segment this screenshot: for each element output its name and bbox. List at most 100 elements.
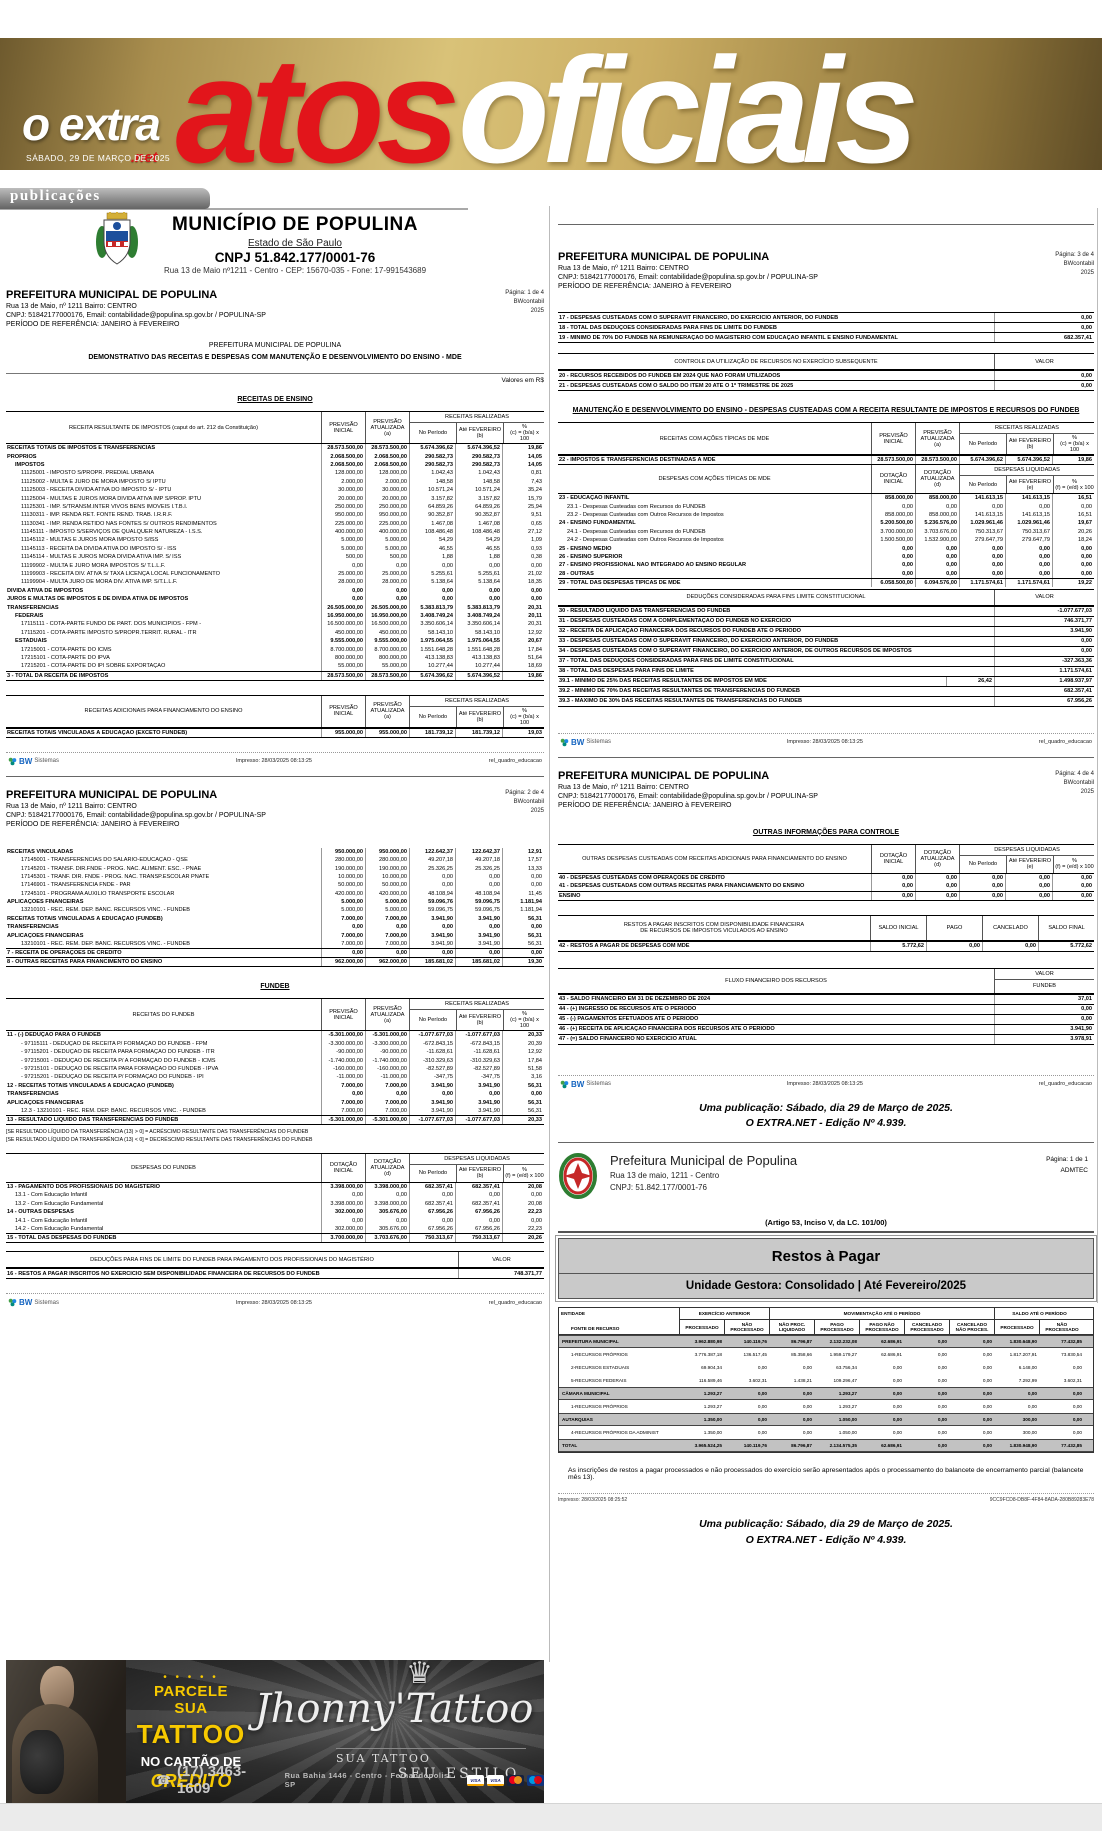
cell-value: 0,00 [1027, 1391, 1037, 1397]
cell-value: 122.642,37 [409, 847, 455, 856]
cell-value: 682.357,41 [455, 1199, 502, 1208]
cell-value: 1.830.648,90 [1009, 1339, 1037, 1345]
tattoo-advertisement[interactable]: • • • • • PARCELE SUA TATTOO NO CARTÃO D… [6, 1660, 544, 1803]
table-row: PRÓPRIOS 2.068.500,00 2.068.500,00 290.582,… [6, 452, 544, 461]
cell-value: -160.000,00 [321, 1064, 365, 1074]
cell-value: 5.000,00 [365, 544, 409, 554]
cell-value: 0,00 [365, 1216, 409, 1225]
table-row: 22 - IMPOSTOS E TRANSFERÊNCIAS DESTINADA… [558, 455, 1094, 464]
row-label: 16 - RESTOS A PAGAR INSCRITOS NO EXERCIC… [7, 1270, 320, 1277]
table-header: RECEITAS DO FUNDEB PREVISÃO INICIAL PREVISÃ… [6, 998, 544, 1032]
brand-net: .net [130, 149, 158, 166]
cell-value: 26,42 [946, 676, 994, 686]
ad-slogan: SUA TATTOO SEU ESTILO. [336, 1748, 526, 1782]
table-row: DÍVIDA ATIVA DE IMPOSTOS 0,00 0,00 0,00 0,00… [6, 586, 544, 596]
bw-sistemas-logo: BW Sistemas [8, 1298, 59, 1307]
cell-value: 109.296,47 [833, 1378, 857, 1384]
row-label: FEDERAIS [15, 613, 44, 619]
cell-value: 0,00 [365, 1089, 409, 1099]
despesas-fundeb-table: DESPESAS DO FUNDEB DOTAÇÃO INICIAL DOTAÇÃO A… [6, 1152, 544, 1244]
cell-value: 56,31 [502, 939, 544, 949]
table-row: 23.2 - Despesas Custeadas com Outros Rec… [558, 510, 1094, 520]
receitas-adicionais-table: RECEITAS ADICIONAIS PARA FINANCIAMENTO D… [6, 694, 544, 738]
cell-value: 13,33 [502, 864, 544, 873]
cell-value: 0,00 [502, 595, 544, 604]
cell-value: -11.628,61 [409, 1048, 455, 1057]
cell-value: 3.965.524,25 [694, 1443, 722, 1449]
table-row: 13 - RESULTADO LÍQUIDO DAS TRANSFERÊNCIA… [6, 1115, 544, 1125]
ad-credito-text: CRÉDITO [150, 1771, 232, 1791]
cell-value: 5.674.396,62 [959, 456, 1005, 464]
cell-value: 1.975.064,55 [409, 636, 455, 646]
cell-value: 128.000,00 [321, 469, 365, 478]
fluxo-financeiro-table: FLUXO FINANCEIRO DOS RECURSOS VALOR FUNDEB… [558, 967, 1094, 1045]
row-label: 17145301 - TRANF. DIR. FNDE - PROG. NAC.… [21, 873, 210, 880]
table-row: TRANSFERÊNCIAS 0,00 0,00 0,00 0,00 0,00 [6, 923, 544, 932]
cell-value: 3.408.749,24 [455, 611, 502, 621]
cell-value: 0,00 [937, 1404, 947, 1410]
row-label: 15 - TOTAL DAS DESPESAS DO FUNDEB [7, 1235, 117, 1242]
cell-value: 77.432,85 [1061, 1443, 1082, 1449]
table-row: 39.3 - MÁXIMO DE 30% DAS RECEITAS RESULT… [558, 695, 1094, 706]
row-label: 11130341 - IMP. RENDA RETIDO NAS FONTES … [21, 520, 217, 527]
page-info: Página: 3 de 4 BWcontabil 2025 [1055, 252, 1094, 276]
row-label: 23 - EDUCAÇÃO INFANTIL [559, 495, 630, 502]
cell-value: 1.293,27 [703, 1391, 722, 1397]
table-header: RECEITA RESULTANTE DE IMPOSTOS (caput do… [6, 411, 544, 444]
cell-value: 12,92 [502, 1048, 544, 1057]
row-label: 1-RECURSOS PRÓPRIOS [571, 1352, 628, 1358]
cell-value: 0,00 [871, 544, 915, 553]
masthead: o extra .net atos oficiais SÁBADO, 29 DE… [0, 38, 1102, 170]
cell-value: 54,29 [409, 536, 455, 545]
column-divider [549, 206, 550, 1662]
row-label: 11145111 - IMPOSTO S/SERVIÇOS DE QUALQUE… [21, 529, 203, 536]
cell-value: 54,29 [455, 536, 502, 545]
cell-value: 116.589,46 [698, 1378, 722, 1384]
cell-value: 0,00 [915, 502, 959, 511]
municipio-endereco: Rua 13 de Maio nº1211 - Centro - CEP: 15… [163, 266, 427, 275]
publication-edition-line: O EXTRA.NET - Edição Nº 4.939. [745, 1117, 907, 1130]
cell-value: 50.000,00 [365, 881, 409, 890]
report-id: rel_quadro_educacao [1038, 1081, 1092, 1088]
cell-value: 16.500.000,00 [365, 620, 409, 629]
restos-note: As inscrições de restos a pagar processa… [568, 1467, 1084, 1482]
cell-value: 0,00 [1005, 569, 1052, 578]
cell-value: 0,00 [365, 595, 409, 604]
cell-value: 0,00 [757, 1365, 767, 1371]
cell-value: 0,00 [757, 1391, 767, 1397]
cell-value: 25.326,25 [409, 864, 455, 873]
row-label: 24.1 - Despesas Custeadas com Recursos d… [567, 528, 706, 535]
cell-value: 9.555.000,00 [365, 636, 409, 646]
table-row: 14.2 - Com Educação Fundamental 302.000,0… [6, 1224, 544, 1234]
valores-label: Valores em R$ [6, 373, 544, 384]
table-header: DEDUÇÕES CONSIDERADAS PARA FINS LIMITE C… [558, 588, 1094, 606]
cell-value: 1.467,08 [455, 519, 502, 528]
row-label: 17215201 - COTA-PARTE DO IPI SOBRE EXPOR… [21, 663, 166, 670]
impresso-timestamp: Impresso: 28/03/2025 08:13:25 [786, 739, 863, 746]
cell-value: 1.293,27 [838, 1391, 857, 1397]
cell-value: 1.532.900,00 [915, 535, 959, 545]
populina-coat-of-arms-icon [94, 211, 140, 273]
prefeitura-nome: PREFEITURA MUNICIPAL DE POPULINA [6, 289, 218, 301]
table-row: 11199904 - MULTA JURO DE MORA DIV. ATIVA… [6, 578, 544, 587]
row-label: PRÓPRIOS [7, 453, 37, 460]
fundeb-notes: [SE RESULTADO LÍQUIDO DA TRANSFERÊNCIA (… [6, 1128, 544, 1145]
restos-table-row: 2-RECURSOS ESTADUAIS 69.904,34 0,00 0,00 63.… [559, 1361, 1093, 1374]
row-label: 11130311 - IMP. RENDA RET. FONTE REND. T… [21, 512, 173, 519]
restos-subtitle: Unidade Gestora: Consolidado | Até Fever… [685, 1280, 967, 1293]
cell-value: 141.613,15 [959, 510, 1005, 520]
cell-value: 51,64 [502, 653, 544, 663]
table-row: ESTADUAIS 9.555.000,00 9.555.000,00 1.975.0… [6, 636, 544, 646]
cell-value: 136.517,45 [743, 1352, 767, 1358]
cell-value: 22,23 [502, 1207, 544, 1217]
cell-value: 7.000,00 [321, 1098, 365, 1107]
cell-value: 0,00 [1052, 882, 1094, 891]
cell-value: 8.700.000,00 [321, 645, 365, 654]
cell-value: 67.956,26 [455, 1207, 502, 1217]
cell-value: 26.505.000,00 [365, 603, 409, 612]
cell-value: 18,35 [502, 578, 544, 587]
cell-value: 0,00 [982, 1378, 992, 1384]
document-title-main: DEMONSTRATIVO DAS RECEITAS E DESPESAS CO… [88, 354, 462, 361]
cell-value: 5.255,61 [409, 569, 455, 579]
cell-value: 400.000,00 [321, 527, 365, 537]
